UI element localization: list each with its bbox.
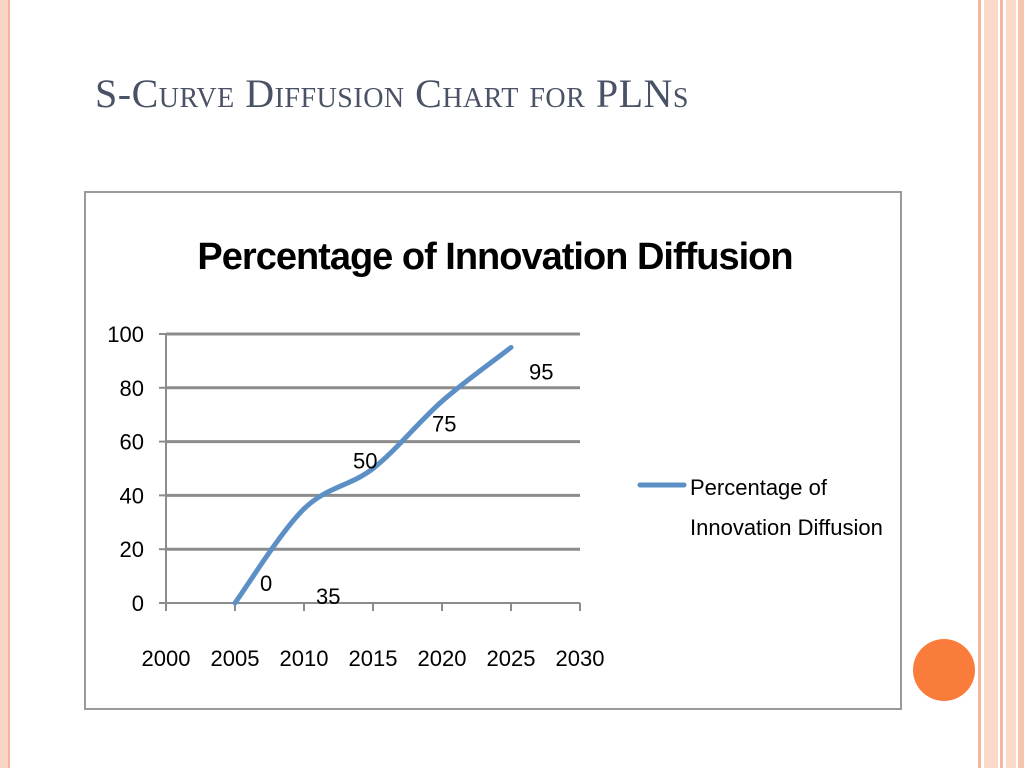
right-frame-stripes (978, 0, 1024, 768)
series-line (232, 344, 514, 606)
y-tick-label: 80 (120, 376, 144, 401)
legend: Percentage of Innovation Diffusion (637, 475, 883, 540)
y-tick-label: 20 (120, 537, 144, 562)
y-tick-label: 40 (120, 483, 144, 508)
legend-label: Percentage of Innovation Diffusion (690, 475, 883, 540)
chart-container (84, 191, 902, 710)
slide-title: S-Curve Diffusion Chart for PLNs (95, 71, 689, 116)
left-frame-stripe (0, 0, 10, 768)
x-tick-label: 2005 (211, 646, 260, 671)
y-tick-label: 0 (132, 591, 144, 616)
data-label: 35 (316, 584, 340, 609)
y-tick-labels: 0 20 40 60 80 100 (107, 322, 144, 616)
data-label: 0 (260, 571, 272, 596)
gridlines (166, 332, 580, 551)
x-tick-label: 2015 (349, 646, 398, 671)
x-tick-label: 2000 (142, 646, 191, 671)
x-tick-label: 2020 (418, 646, 467, 671)
decorative-circle (913, 639, 975, 701)
chart-title: Percentage of Innovation Diffusion (197, 236, 793, 278)
x-tick-label: 2010 (280, 646, 329, 671)
x-tick-label: 2030 (556, 646, 605, 671)
y-tick-label: 100 (107, 322, 144, 347)
x-tick-labels: 2000 2005 2010 2015 2020 2025 2030 (142, 646, 605, 671)
data-label: 95 (529, 359, 553, 384)
data-label: 75 (432, 411, 456, 436)
data-labels: 0 35 50 75 95 (260, 359, 553, 608)
legend-label-line: Innovation Diffusion (690, 515, 883, 540)
y-tick-label: 60 (120, 430, 144, 455)
legend-label-line: Percentage of (690, 475, 828, 500)
x-tick-label: 2025 (487, 646, 536, 671)
data-label: 50 (353, 449, 377, 474)
